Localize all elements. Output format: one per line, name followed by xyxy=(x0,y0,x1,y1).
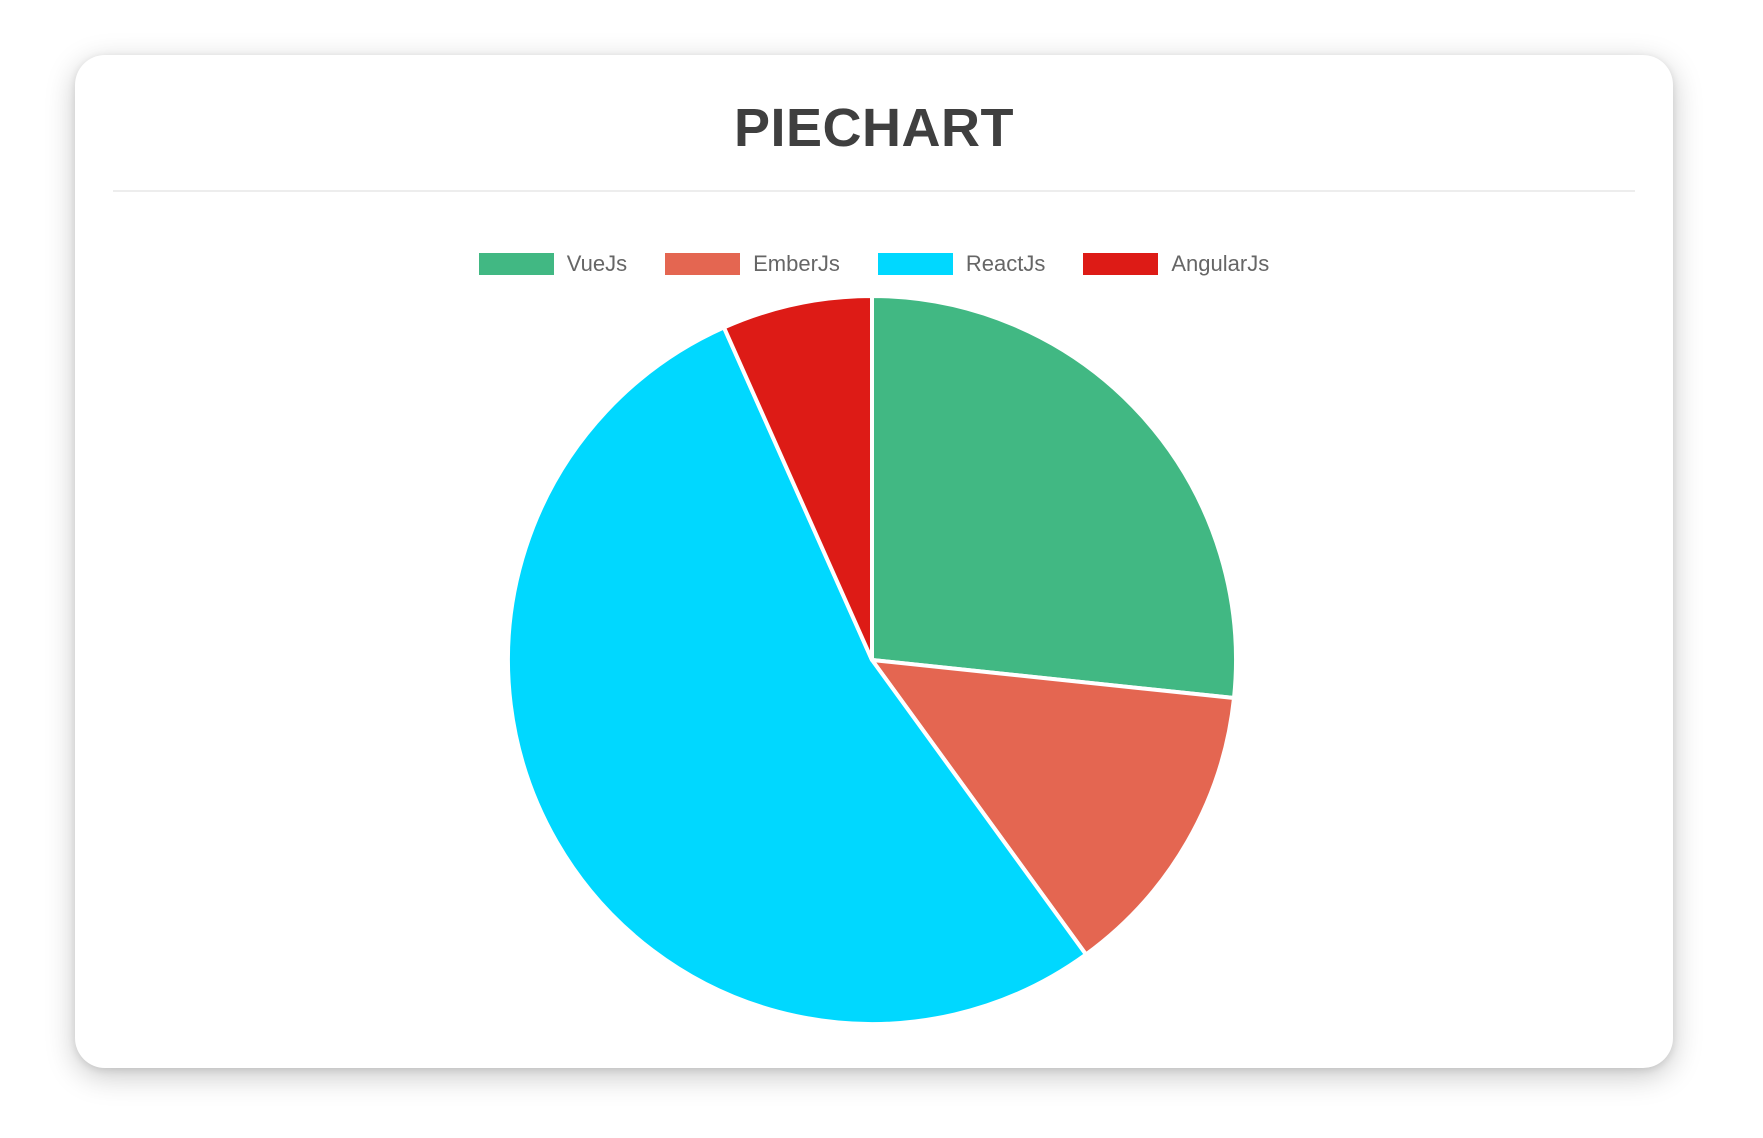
chart-card: PIECHART VueJs EmberJs ReactJs AngularJs xyxy=(75,55,1673,1068)
pie-slice-emberjs[interactable] xyxy=(870,658,1237,957)
legend-label-reactjs: ReactJs xyxy=(965,251,1046,276)
legend-item-emberjs[interactable]: EmberJs xyxy=(665,251,840,277)
legend-swatch-vuejs xyxy=(478,253,554,275)
pie-slice-vuejs[interactable] xyxy=(870,294,1238,701)
legend-item-vuejs[interactable]: VueJs xyxy=(478,251,628,277)
legend-item-angularjs[interactable]: AngularJs xyxy=(1083,251,1269,277)
legend-swatch-angularjs xyxy=(1083,253,1159,275)
title-divider xyxy=(113,190,1635,192)
legend-label-angularjs: AngularJs xyxy=(1171,251,1270,276)
pie-slice-reactjs[interactable] xyxy=(506,325,1088,1026)
legend-swatch-emberjs xyxy=(665,253,741,275)
legend-label-emberjs: EmberJs xyxy=(753,251,840,276)
legend-label-vuejs: VueJs xyxy=(566,251,628,276)
legend-item-reactjs[interactable]: ReactJs xyxy=(877,251,1046,277)
pie-slice-angularjs[interactable] xyxy=(721,294,874,662)
chart-title: PIECHART xyxy=(733,98,1014,158)
chart-legend: VueJs EmberJs ReactJs AngularJs xyxy=(75,251,1673,277)
legend-swatch-reactjs xyxy=(877,253,953,275)
pie-chart xyxy=(506,294,1238,1026)
